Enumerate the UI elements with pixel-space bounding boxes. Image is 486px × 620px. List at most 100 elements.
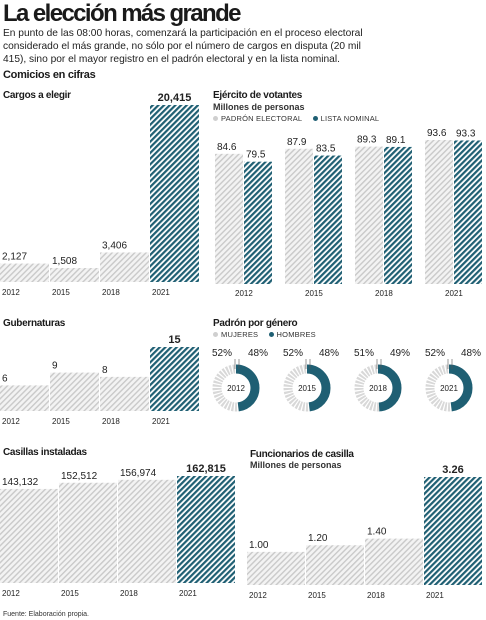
ejercito-chart: 84.6 79.5 2012 87.9 83.5 2015 89.3 89.1 2018 93.6… [215,128,482,298]
ejercito-subtitle: Millones de personas [213,102,305,112]
casillas-value-label-2012: 143,132 [2,477,39,488]
casillas-value-label-2015: 152,512 [61,471,98,482]
casillas-value-label-2018: 156,974 [120,468,157,479]
ejercito-value-label-padron-2021: 93.6 [427,128,447,139]
ejercito-value-label-lista-2018: 89.1 [386,135,406,146]
gubernaturas-title: Gubernaturas [3,318,65,329]
casillas-xtick-2015: 2015 [61,589,79,598]
ejercito-legend: PADRÓN ELECTORAL LISTA NOMINAL [213,114,387,123]
genero-year-label-2012: 2012 [227,384,245,393]
legend-swatch-mujeres [213,331,218,337]
genero-year-label-2015: 2015 [298,384,316,393]
genero-year-label-2021: 2021 [440,384,458,393]
gubernaturas-value-label-2015: 9 [52,361,58,372]
funcionarios-title: Funcionarios de casilla [250,449,354,460]
cargos-value-label-2012: 2,127 [2,252,27,263]
cargos-bar-2012 [0,263,49,282]
funcionarios-value-label-2012: 1.00 [249,540,269,551]
funcionarios-xtick-2012: 2012 [249,591,267,600]
ejercito-xtick-2015: 2015 [305,289,323,298]
gubernaturas-value-label-2018: 8 [102,365,108,376]
genero-hombres-label-2012: 48% [248,348,268,359]
casillas-chart: 143,132 2012 152,512 2015 156,974 2018 162,815… [0,463,235,598]
ejercito-bar-lista-2015 [314,155,342,284]
cargos-xtick-2018: 2018 [102,288,120,297]
funcionarios-value-label-2021: 3.26 [442,464,463,476]
ejercito-xtick-2021: 2021 [445,289,463,298]
gubernaturas-xtick-2021: 2021 [152,417,170,426]
gubernaturas-xtick-2018: 2018 [102,417,120,426]
ejercito-bar-padron-2018 [355,146,383,284]
legend-label-mujeres: MUJERES [221,330,259,339]
ejercito-bar-lista-2012 [244,161,272,284]
genero-slice-hombres-2015 [283,364,331,412]
funcionarios-value-label-2015: 1.20 [308,533,328,544]
cargos-bar-2018 [100,252,149,282]
source-note: Fuente: Elaboración propia. [3,611,89,618]
funcionarios-bar-2021 [424,477,482,585]
genero-hombres-label-2021: 48% [461,348,481,359]
cargos-value-label-2015: 1,508 [52,256,77,267]
legend-label-hombres: HOMBRES [276,330,316,339]
ejercito-xtick-2018: 2018 [375,289,393,298]
gubernaturas-bar-2021 [150,347,199,411]
legend-label-padron: PADRÓN ELECTORAL [221,114,303,123]
page-title: La elección más grande [3,0,242,27]
funcionarios-subtitle: Millones de personas [250,460,342,470]
intro-text: En punto de las 08:00 horas, comenzará l… [3,28,363,65]
ejercito-value-label-lista-2012: 79.5 [246,150,266,161]
ejercito-value-label-padron-2018: 89.3 [357,135,377,146]
genero-chart: 2012 52% 48% 2015 52% 48% 2018 51% 49% 2021 52% 48% [212,348,481,412]
genero-slice-hombres-2018 [354,364,402,412]
casillas-xtick-2021: 2021 [179,589,197,598]
cargos-bar-2015 [50,268,99,282]
casillas-value-label-2021: 162,815 [186,463,226,475]
gubernaturas-bar-2018 [100,376,149,411]
legend-label-lista: LISTA NOMINAL [320,114,380,123]
cargos-chart: 2,127 2012 1,508 2015 3,406 2018 20,415 2021 [0,92,199,297]
cargos-xtick-2021: 2021 [152,288,170,297]
genero-year-label-2018: 2018 [369,384,387,393]
cargos-title: Cargos a elegir [3,90,71,101]
funcionarios-chart: 1.00 2012 1.20 2015 1.40 2018 3.26 2021 [247,464,482,600]
casillas-bar-2018 [118,479,176,583]
ejercito-title: Ejército de votantes [213,90,303,101]
ejercito-bar-lista-2021 [454,140,482,284]
gubernaturas-value-label-2012: 6 [2,373,8,384]
casillas-xtick-2018: 2018 [120,589,138,598]
section-title: Comicios en cifras [3,69,96,81]
funcionarios-xtick-2018: 2018 [367,591,385,600]
gubernaturas-bar-2012 [0,385,49,411]
funcionarios-bar-2015 [306,545,364,585]
cargos-xtick-2015: 2015 [52,288,70,297]
casillas-bar-2015 [59,482,117,583]
ejercito-value-label-padron-2015: 87.9 [287,137,307,148]
legend-swatch-lista [312,115,318,121]
funcionarios-xtick-2021: 2021 [426,591,444,600]
ejercito-bar-padron-2012 [215,153,243,284]
gubernaturas-value-label-2021: 15 [168,334,180,346]
genero-slice-hombres-2012 [212,364,260,412]
genero-mujeres-label-2018: 51% [354,348,374,359]
genero-legend: MUJERES HOMBRES [213,330,324,339]
legend-swatch-padron [213,115,218,121]
funcionarios-bar-2018 [365,538,423,585]
casillas-bar-2021 [177,476,235,583]
gubernaturas-chart: 6 2012 9 2015 8 2018 15 2021 [0,334,199,426]
genero-mujeres-label-2012: 52% [212,348,232,359]
funcionarios-xtick-2015: 2015 [308,591,326,600]
gubernaturas-xtick-2012: 2012 [2,417,20,426]
cargos-value-label-2021: 20,415 [158,92,192,104]
casillas-xtick-2012: 2012 [2,589,20,598]
casillas-bar-2012 [0,488,58,583]
legend-swatch-hombres [268,331,274,337]
gubernaturas-bar-2015 [50,372,99,411]
genero-title: Padrón por género [213,318,298,329]
genero-slice-hombres-2021 [425,364,473,412]
genero-mujeres-label-2015: 52% [283,348,303,359]
ejercito-bar-padron-2021 [425,140,453,284]
cargos-bar-2021 [150,105,199,282]
cargos-value-label-2018: 3,406 [102,240,127,251]
ejercito-bar-padron-2015 [285,148,313,284]
cargos-xtick-2012: 2012 [2,288,20,297]
